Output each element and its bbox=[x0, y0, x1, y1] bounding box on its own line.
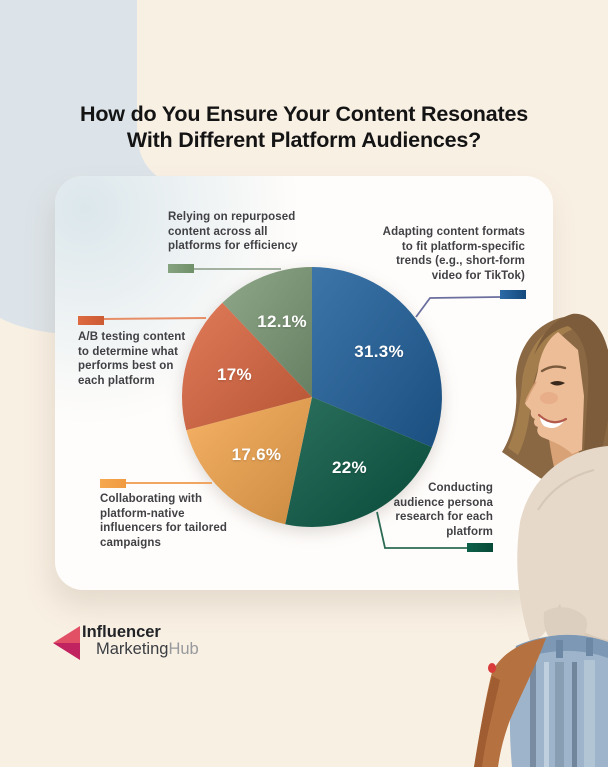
legend-swatch-conducting bbox=[467, 543, 493, 552]
woman-photo bbox=[474, 313, 608, 767]
logo-word-marketinghub: MarketingHub bbox=[96, 640, 199, 658]
callout-ab-line: to determine what bbox=[78, 345, 179, 358]
pie-slice-5 bbox=[222, 267, 312, 397]
woman-hair-front bbox=[534, 313, 608, 460]
logo: Influencer MarketingHub bbox=[53, 624, 199, 660]
woman-cheek-blush bbox=[540, 392, 558, 404]
woman-smile-teeth bbox=[540, 416, 565, 428]
woman-fingernail bbox=[488, 663, 496, 673]
callout-ab-line: performs best on bbox=[78, 360, 174, 373]
callout-relying-line: content across all bbox=[168, 225, 268, 238]
callout-collab-line: campaigns bbox=[100, 536, 161, 549]
callout-relying-line: platforms for efficiency bbox=[168, 240, 298, 253]
woman-lips bbox=[537, 413, 568, 424]
callout-collab-line: influencers for tailored bbox=[100, 522, 228, 535]
legend-swatch-relying bbox=[168, 264, 194, 273]
woman-nose bbox=[525, 381, 537, 402]
callout-conducting-line: Conducting bbox=[428, 482, 493, 494]
pie-chart bbox=[182, 267, 442, 527]
woman-forearm-shade bbox=[474, 676, 500, 767]
callout-relying-line: Relying on repurposed bbox=[168, 211, 296, 223]
logo-arrow-icon bbox=[53, 626, 80, 660]
callout-adapting: Adapting content formats to fit platform… bbox=[383, 225, 525, 283]
woman-sweater bbox=[517, 446, 608, 658]
woman-jeans-beltloop bbox=[586, 638, 593, 656]
callout-collaborating: Collaborating with platform-native influ… bbox=[100, 492, 227, 550]
page-title-line2: With Different Platform Audiences? bbox=[126, 128, 482, 152]
callout-adapting-line: to fit platform-specific bbox=[401, 240, 525, 253]
legend-swatch-collaborating bbox=[100, 479, 126, 488]
callout-ab-line: A/B testing content bbox=[78, 331, 186, 343]
page-title: How do You Ensure Your Content Resonates… bbox=[0, 101, 608, 153]
page-title-line1: How do You Ensure Your Content Resonates bbox=[80, 102, 528, 126]
woman-jeans-streak bbox=[530, 660, 536, 767]
woman-forearm bbox=[474, 638, 546, 767]
woman-jeans-streak bbox=[572, 662, 577, 767]
woman-hair-highlight bbox=[508, 320, 576, 455]
woman-jeans-beltloop bbox=[556, 640, 563, 658]
legend-swatch-adapting bbox=[500, 290, 526, 299]
woman-eyebrow bbox=[540, 365, 567, 373]
woman-eye bbox=[550, 381, 565, 386]
callout-adapting-line: Adapting content formats bbox=[382, 226, 525, 238]
callout-collab-line: platform-native bbox=[100, 507, 185, 520]
callout-collab-line: Collaborating with bbox=[100, 493, 203, 505]
woman-jeans-streak bbox=[544, 662, 549, 767]
legend-swatch-ab-testing bbox=[78, 316, 104, 325]
callout-ab-line: each platform bbox=[78, 374, 155, 387]
pie-slice-2 bbox=[285, 397, 432, 527]
woman-jeans-streak bbox=[584, 660, 595, 767]
callout-adapting-line: video for TikTok) bbox=[431, 269, 525, 282]
pie-slice-3 bbox=[186, 397, 312, 525]
pie-slice-1 bbox=[312, 267, 442, 448]
logo-word-influencer: Influencer bbox=[82, 623, 161, 641]
woman-jeans-streak bbox=[555, 662, 564, 767]
callout-relying: Relying on repurposed content across all… bbox=[168, 210, 298, 254]
pie-slice-4 bbox=[182, 302, 312, 431]
woman-face bbox=[525, 332, 584, 454]
logo-text: Influencer MarketingHub bbox=[82, 624, 199, 658]
callout-conducting-line: audience persona bbox=[393, 496, 493, 509]
callout-adapting-line: trends (e.g., short-form bbox=[396, 255, 525, 268]
woman-sweater-fold bbox=[537, 469, 595, 511]
callout-ab-testing: A/B testing content to determine what pe… bbox=[78, 330, 185, 388]
